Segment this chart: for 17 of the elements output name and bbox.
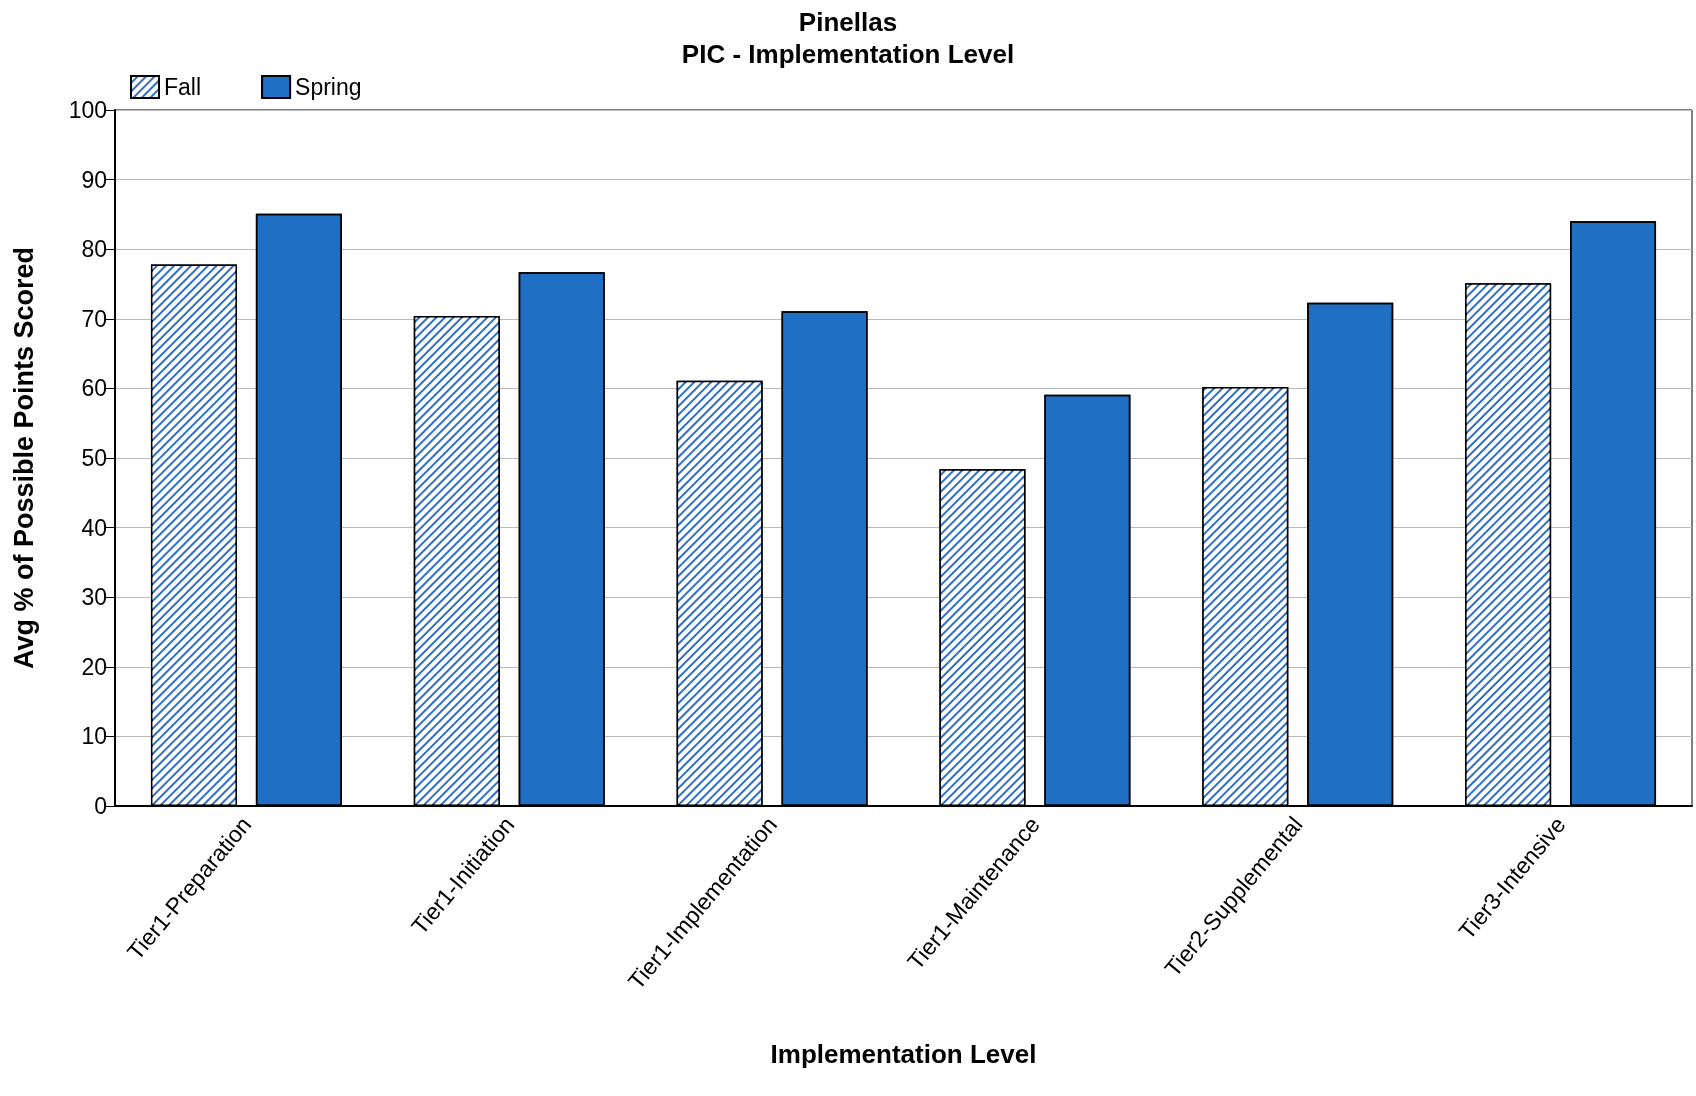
legend-label: Spring: [295, 74, 362, 100]
chart-subtitle: PIC - Implementation Level: [681, 39, 1015, 69]
legend-label: Fall: [164, 74, 202, 100]
chart-title: Pinellas: [798, 7, 898, 37]
y-tick-label: 60: [81, 375, 107, 402]
y-tick-label: 10: [81, 723, 107, 750]
y-tick-label: 0: [94, 793, 107, 819]
y-tick-label: 20: [81, 653, 107, 680]
x-axis-title: Implementation Level: [770, 1039, 1037, 1069]
y-tick-label: 100: [68, 97, 107, 123]
y-tick-label: 50: [81, 445, 107, 471]
y-tick-label: 40: [81, 514, 107, 541]
y-tick-label: 90: [81, 166, 107, 193]
y-tick-label: 80: [81, 236, 107, 263]
y-tick-label: 30: [81, 584, 107, 611]
y-tick-label: 70: [81, 305, 107, 332]
y-axis-title: Avg % of Possible Points Scored: [8, 246, 39, 670]
